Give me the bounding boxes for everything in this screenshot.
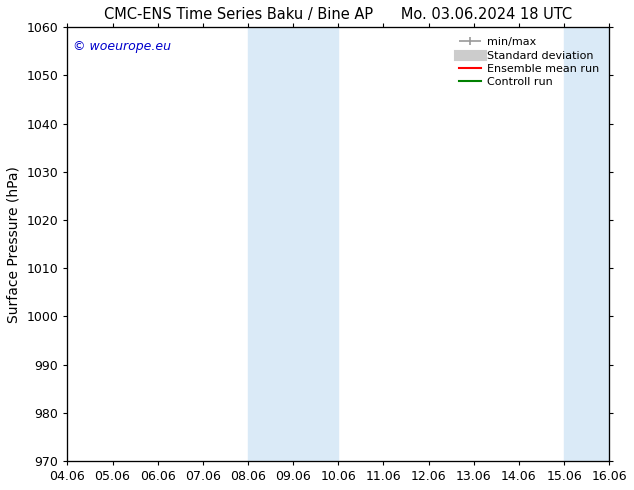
Y-axis label: Surface Pressure (hPa): Surface Pressure (hPa) (7, 166, 21, 322)
Text: © woeurope.eu: © woeurope.eu (73, 40, 171, 53)
Bar (564, 27, 609, 461)
Bar (248, 27, 339, 461)
Title: CMC-ENS Time Series Baku / Bine AP      Mo. 03.06.2024 18 UTC: CMC-ENS Time Series Baku / Bine AP Mo. 0… (104, 7, 573, 22)
Legend: min/max, Standard deviation, Ensemble mean run, Controll run: min/max, Standard deviation, Ensemble me… (455, 33, 604, 92)
